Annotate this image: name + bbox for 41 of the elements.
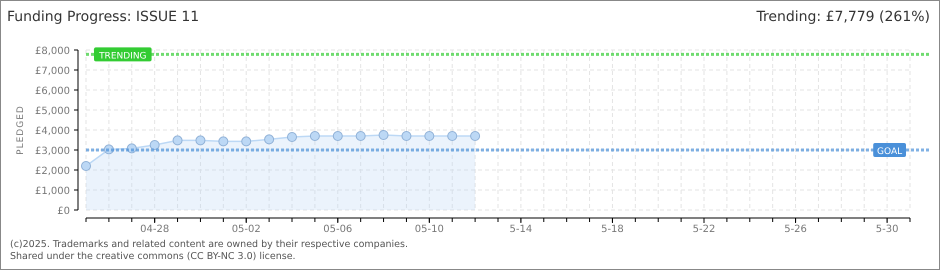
chart-title: Funding Progress: ISSUE 11 (7, 9, 200, 25)
point (150, 140, 160, 150)
x-tick-label: 05-02 (232, 224, 261, 235)
text: (c)2025. Trademarks and related content are owned by their respective companies. (10, 239, 408, 250)
y-tick-label: £6,000 (35, 86, 70, 97)
point (218, 136, 228, 146)
point (378, 130, 389, 140)
y-tick-label: £3,000 (35, 146, 70, 157)
point (424, 131, 434, 141)
y-tick-label: £0 (57, 206, 70, 217)
point (356, 131, 366, 141)
point (81, 161, 91, 171)
point (401, 131, 412, 141)
point (241, 136, 252, 146)
point (332, 131, 343, 141)
ref-line-label: TRENDING (98, 51, 147, 62)
x-tick-label: 05-10 (414, 224, 444, 235)
y-tick-label: £2,000 (35, 166, 70, 177)
y-tick-label: £8,000 (35, 46, 70, 57)
text: Shared under the creative commons (CC BY-NC 3.0) license. (10, 251, 296, 262)
x-tick-label: 5-14 (510, 224, 532, 235)
y-tick-label: £7,000 (35, 66, 70, 77)
y-tick-label: £1,000 (35, 186, 70, 197)
x-tick-label: 5-22 (692, 224, 716, 235)
point (287, 132, 297, 142)
x-tick-label: 04-28 (140, 224, 170, 235)
y-tick-label: £4,000 (35, 126, 70, 137)
x-tick-label: 5-18 (601, 224, 624, 235)
y-tick-label: £5,000 (35, 106, 70, 117)
x-tick-label: 5-26 (784, 224, 807, 235)
point (447, 131, 458, 141)
x-tick-label: 05-06 (323, 224, 352, 235)
chart-subtitle: Trending: £7,779 (261%) (755, 9, 930, 25)
point (195, 135, 206, 146)
point (310, 131, 320, 141)
point (172, 135, 183, 146)
y-axis-title: PLEDGED (16, 105, 26, 155)
x-tick-label: 5-30 (876, 224, 898, 235)
point (470, 131, 480, 141)
point (264, 134, 274, 144)
ref-line-label: GOAL (877, 147, 902, 157)
